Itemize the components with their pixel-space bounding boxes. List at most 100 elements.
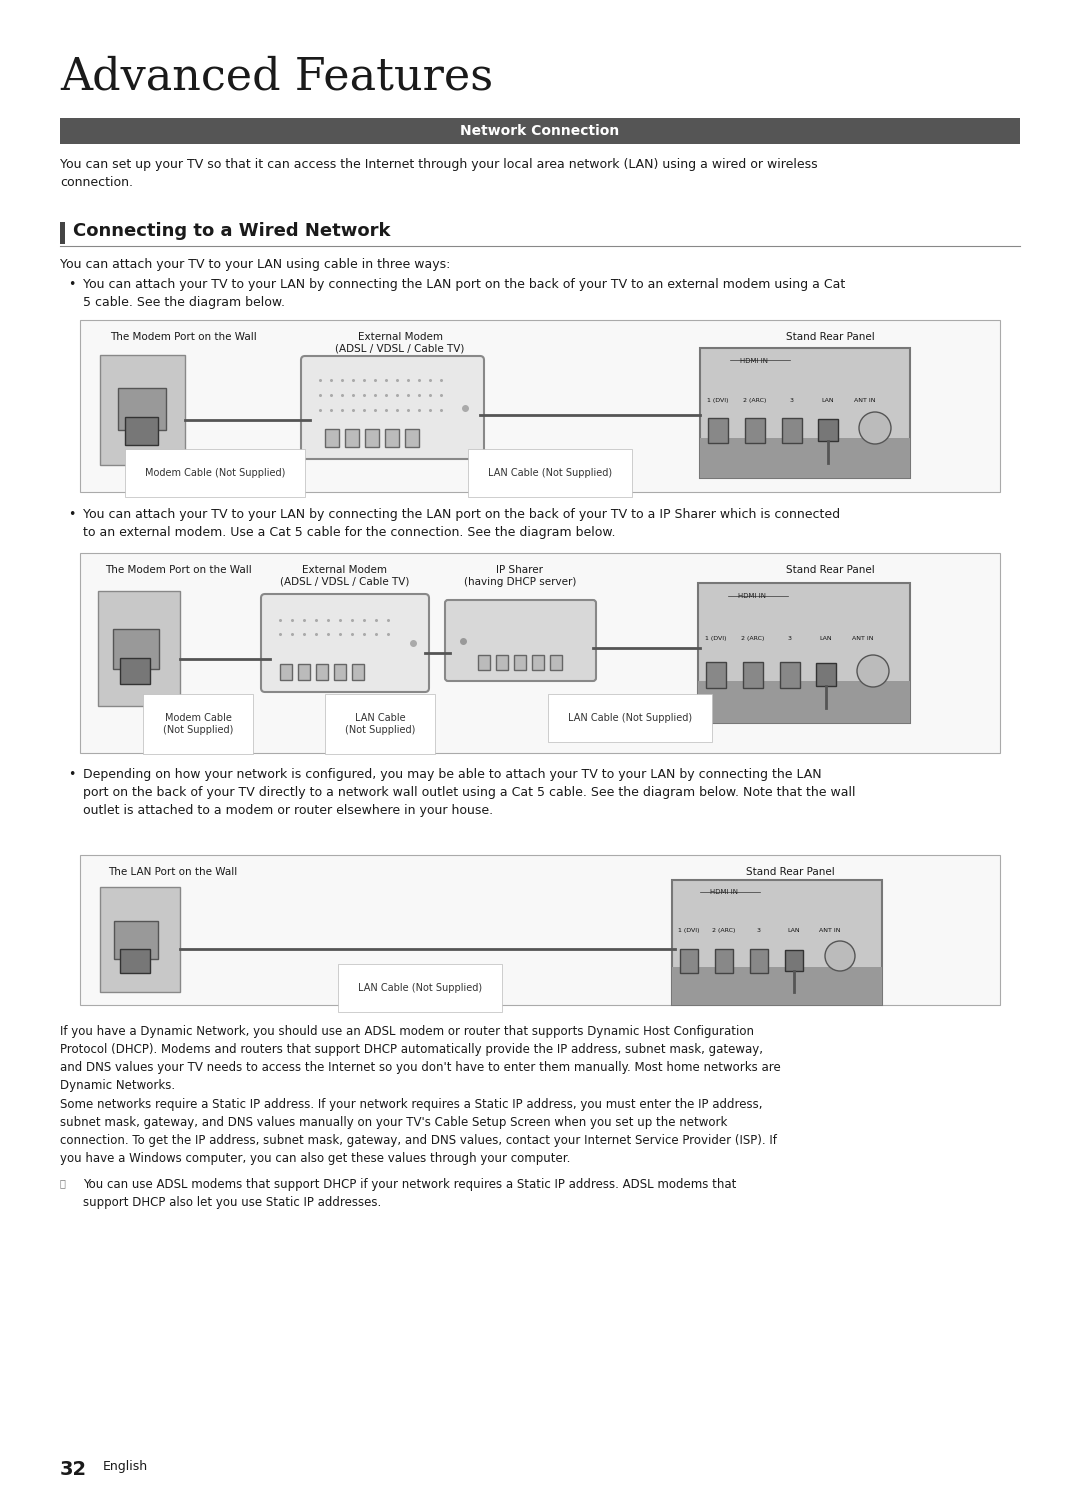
Text: 32: 32 xyxy=(60,1460,87,1479)
Text: LAN: LAN xyxy=(787,928,800,932)
Bar xyxy=(114,920,158,959)
Bar xyxy=(80,553,1000,753)
Text: 3: 3 xyxy=(757,928,761,932)
Text: 1 (DVI): 1 (DVI) xyxy=(705,636,727,641)
Text: The Modem Port on the Wall: The Modem Port on the Wall xyxy=(105,565,252,575)
Bar xyxy=(708,418,728,444)
Bar xyxy=(700,348,910,478)
Bar xyxy=(745,418,765,444)
Text: •: • xyxy=(68,508,76,521)
Text: English: English xyxy=(103,1460,148,1473)
Bar xyxy=(698,681,910,723)
Text: ANT IN: ANT IN xyxy=(852,636,874,641)
Bar xyxy=(60,223,65,244)
Text: LAN: LAN xyxy=(822,397,835,403)
Text: HDMI IN: HDMI IN xyxy=(738,593,766,599)
Bar xyxy=(514,654,526,669)
Text: 📝: 📝 xyxy=(60,1177,66,1188)
Bar xyxy=(100,887,180,992)
Bar xyxy=(698,583,910,723)
Bar xyxy=(700,438,910,478)
Text: You can attach your TV to your LAN by connecting the LAN port on the back of you: You can attach your TV to your LAN by co… xyxy=(83,278,846,309)
Text: LAN Cable (Not Supplied): LAN Cable (Not Supplied) xyxy=(488,468,612,478)
Text: •: • xyxy=(68,278,76,291)
Bar xyxy=(60,118,1020,143)
Bar xyxy=(80,855,1000,1005)
Bar xyxy=(345,429,359,447)
Bar xyxy=(550,654,562,669)
Bar xyxy=(706,662,726,689)
Bar xyxy=(352,663,364,680)
Text: You can use ADSL modems that support DHCP if your network requires a Static IP a: You can use ADSL modems that support DHC… xyxy=(83,1177,737,1209)
Bar xyxy=(496,654,508,669)
Text: External Modem
(ADSL / VDSL / Cable TV): External Modem (ADSL / VDSL / Cable TV) xyxy=(281,565,409,587)
Text: 3: 3 xyxy=(789,397,794,403)
Bar xyxy=(334,663,346,680)
Text: ANT IN: ANT IN xyxy=(854,397,876,403)
FancyBboxPatch shape xyxy=(261,595,429,692)
Bar xyxy=(818,418,838,441)
Text: 1 (DVI): 1 (DVI) xyxy=(678,928,700,932)
Bar xyxy=(80,320,1000,492)
Text: Depending on how your network is configured, you may be able to attach your TV t: Depending on how your network is configu… xyxy=(83,768,855,817)
Bar xyxy=(782,418,802,444)
Bar xyxy=(672,967,882,1005)
Bar xyxy=(298,663,310,680)
Text: Stand Rear Panel: Stand Rear Panel xyxy=(785,565,875,575)
Text: If you have a Dynamic Network, you should use an ADSL modem or router that suppo: If you have a Dynamic Network, you shoul… xyxy=(60,1025,781,1092)
Bar xyxy=(780,662,800,689)
Bar xyxy=(100,356,185,465)
Text: 2 (ARC): 2 (ARC) xyxy=(741,636,765,641)
Bar xyxy=(680,949,698,973)
Text: HDMI IN: HDMI IN xyxy=(740,359,768,365)
Bar xyxy=(98,592,180,707)
Bar xyxy=(715,949,733,973)
Text: IP Sharer
(having DHCP server): IP Sharer (having DHCP server) xyxy=(463,565,577,587)
Bar xyxy=(113,629,159,669)
Text: The Modem Port on the Wall: The Modem Port on the Wall xyxy=(110,332,257,342)
Bar xyxy=(118,388,166,430)
Bar xyxy=(384,429,399,447)
Text: ANT IN: ANT IN xyxy=(820,928,840,932)
Bar xyxy=(672,880,882,1005)
Text: Some networks require a Static IP address. If your network requires a Static IP : Some networks require a Static IP addres… xyxy=(60,1098,777,1165)
Bar xyxy=(125,417,158,445)
Text: Advanced Features: Advanced Features xyxy=(60,55,494,99)
Text: 1 (DVI): 1 (DVI) xyxy=(707,397,729,403)
Bar xyxy=(750,949,768,973)
Text: HDMI IN: HDMI IN xyxy=(710,889,738,895)
Bar xyxy=(743,662,762,689)
Text: LAN Cable
(Not Supplied): LAN Cable (Not Supplied) xyxy=(345,713,415,735)
Text: 2 (ARC): 2 (ARC) xyxy=(713,928,735,932)
Bar xyxy=(120,949,150,973)
Circle shape xyxy=(859,412,891,444)
Text: LAN Cable (Not Supplied): LAN Cable (Not Supplied) xyxy=(568,713,692,723)
Text: 3: 3 xyxy=(788,636,792,641)
Text: LAN: LAN xyxy=(820,636,833,641)
Text: External Modem
(ADSL / VDSL / Cable TV): External Modem (ADSL / VDSL / Cable TV) xyxy=(335,332,464,354)
Bar xyxy=(280,663,292,680)
Bar xyxy=(325,429,339,447)
Bar xyxy=(816,663,836,686)
Text: Modem Cable
(Not Supplied): Modem Cable (Not Supplied) xyxy=(163,713,233,735)
Text: Stand Rear Panel: Stand Rear Panel xyxy=(745,867,835,877)
Text: 2 (ARC): 2 (ARC) xyxy=(743,397,767,403)
Text: •: • xyxy=(68,768,76,781)
Text: Network Connection: Network Connection xyxy=(460,124,620,137)
Circle shape xyxy=(858,654,889,687)
Bar xyxy=(120,657,150,684)
Text: You can attach your TV to your LAN by connecting the LAN port on the back of you: You can attach your TV to your LAN by co… xyxy=(83,508,840,539)
Text: The LAN Port on the Wall: The LAN Port on the Wall xyxy=(108,867,238,877)
Text: LAN Cable (Not Supplied): LAN Cable (Not Supplied) xyxy=(357,983,482,994)
FancyBboxPatch shape xyxy=(301,356,484,459)
Bar xyxy=(316,663,328,680)
Text: Stand Rear Panel: Stand Rear Panel xyxy=(785,332,875,342)
Circle shape xyxy=(825,941,855,971)
Bar xyxy=(365,429,379,447)
Bar xyxy=(405,429,419,447)
Text: Connecting to a Wired Network: Connecting to a Wired Network xyxy=(73,223,391,241)
Bar xyxy=(478,654,490,669)
Text: You can attach your TV to your LAN using cable in three ways:: You can attach your TV to your LAN using… xyxy=(60,258,450,270)
Text: Modem Cable (Not Supplied): Modem Cable (Not Supplied) xyxy=(145,468,285,478)
Text: You can set up your TV so that it can access the Internet through your local are: You can set up your TV so that it can ac… xyxy=(60,158,818,190)
